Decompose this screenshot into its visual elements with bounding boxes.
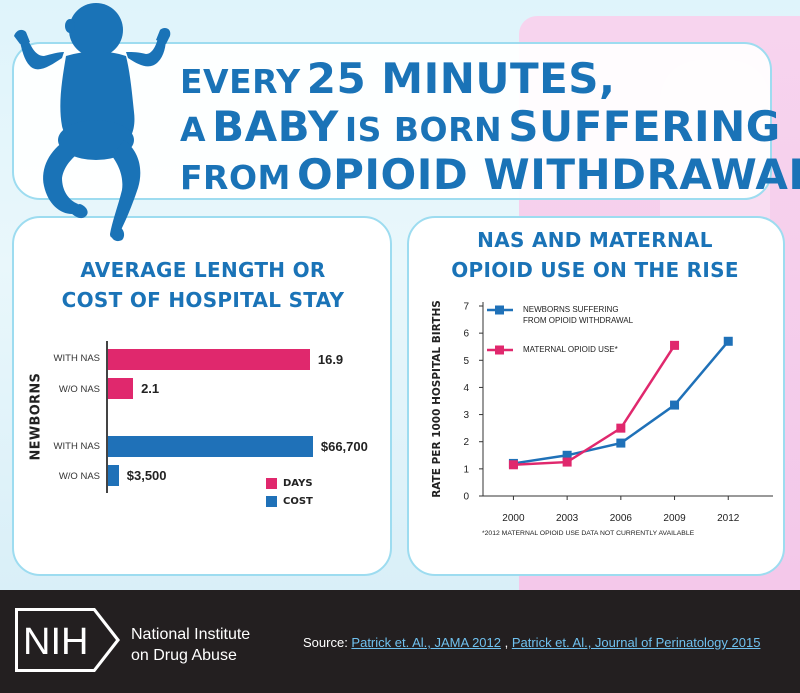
data-point <box>562 450 572 460</box>
y-tick-label: 6 <box>463 329 469 340</box>
nih-logo-text: NIH <box>23 621 88 663</box>
line-chart-title: NAS AND MATERNAL OPIOID USE ON THE RISE <box>451 228 739 282</box>
bar-value-label: 16.9 <box>317 352 344 367</box>
data-point <box>670 340 680 350</box>
legend-swatch <box>266 496 277 507</box>
legend-cost: COST <box>266 496 313 507</box>
headline-line-2: A BABY IS BORN SUFFERING <box>180 102 781 151</box>
bar-value-label: $3,500 <box>126 468 167 483</box>
headline-line-3: FROM OPIOID WITHDRAWAL. <box>180 150 800 199</box>
data-point <box>562 457 572 467</box>
baby-silhouette-icon <box>14 3 171 242</box>
bar-chart-title: AVERAGE LENGTH OR COST OF HOSPITAL STAY <box>61 258 345 312</box>
x-tick-label: 2009 <box>663 513 686 524</box>
legend-marker <box>495 305 504 315</box>
bar-days-with-nas <box>108 349 310 370</box>
hospital-stay-panel <box>12 216 392 576</box>
y-tick-label: 3 <box>463 410 469 421</box>
source-link-perinatology[interactable]: Patrick et. Al., Journal of Perinatology… <box>511 635 761 650</box>
bar-category-label: WITH NAS <box>53 441 100 452</box>
y-tick-label: 7 <box>463 302 469 313</box>
bar-cost-with-nas <box>108 436 313 457</box>
legend-marker <box>495 345 504 355</box>
x-tick-label: 2012 <box>717 513 740 524</box>
legend-label: MATERNAL OPIOID USE* <box>523 345 618 354</box>
y-tick-label: 0 <box>463 492 469 503</box>
legend-label: NEWBORNS SUFFERING <box>523 305 619 314</box>
y-tick-label: 1 <box>463 464 469 475</box>
legend-label: FROM OPIOID WITHDRAWAL <box>523 316 634 325</box>
data-point <box>616 423 626 433</box>
y-tick-label: 2 <box>463 437 469 448</box>
x-tick-label: 2006 <box>610 513 633 524</box>
legend-days: DAYS <box>266 478 313 489</box>
nih-logo[interactable]: NIH <box>15 608 120 672</box>
y-axis-label: RATE PER 1000 HOSPITAL BIRTHS <box>431 300 443 498</box>
legend-swatch <box>266 478 277 489</box>
bar-category-label: W/O NAS <box>58 384 100 395</box>
bar-category-label: WITH NAS <box>53 353 100 364</box>
data-point <box>723 336 733 346</box>
data-point <box>616 438 626 448</box>
data-point <box>670 400 680 410</box>
data-point <box>508 460 518 470</box>
series-line <box>513 344 676 467</box>
opioid-trend-panel <box>407 216 785 576</box>
organization-name: National Institute on Drug Abuse <box>131 626 251 664</box>
bar-value-label: 2.1 <box>141 381 160 396</box>
headline: EVERY 25 MINUTES, A BABY IS BORN SUFFERI… <box>180 54 800 202</box>
bar-cost-without-nas <box>108 465 119 486</box>
footer <box>0 590 800 693</box>
bar-days-without-nas <box>108 378 134 399</box>
source-citation: Source: Patrick et. Al., JAMA 2012 , Pat… <box>303 635 761 650</box>
bar-category-label: W/O NAS <box>58 471 100 482</box>
source-link-jama[interactable]: Patrick et. Al., JAMA 2012 <box>351 635 501 650</box>
bar-chart-axis <box>106 341 108 493</box>
headline-line-1: EVERY 25 MINUTES, <box>180 54 616 103</box>
bar-value-label: $66,700 <box>320 439 368 454</box>
x-tick-label: 2003 <box>556 513 579 524</box>
y-tick-label: 5 <box>463 356 469 367</box>
line-chart: 0 1 2 3 4 5 6 7 2000 2003 2006 2009 2012 RATE PER 100… <box>431 300 773 524</box>
x-tick-label: 2000 <box>502 513 525 524</box>
y-tick-label: 4 <box>463 383 469 394</box>
chart-footnote: *2012 MATERNAL OPIOID USE DATA NOT CURRE… <box>482 530 695 537</box>
